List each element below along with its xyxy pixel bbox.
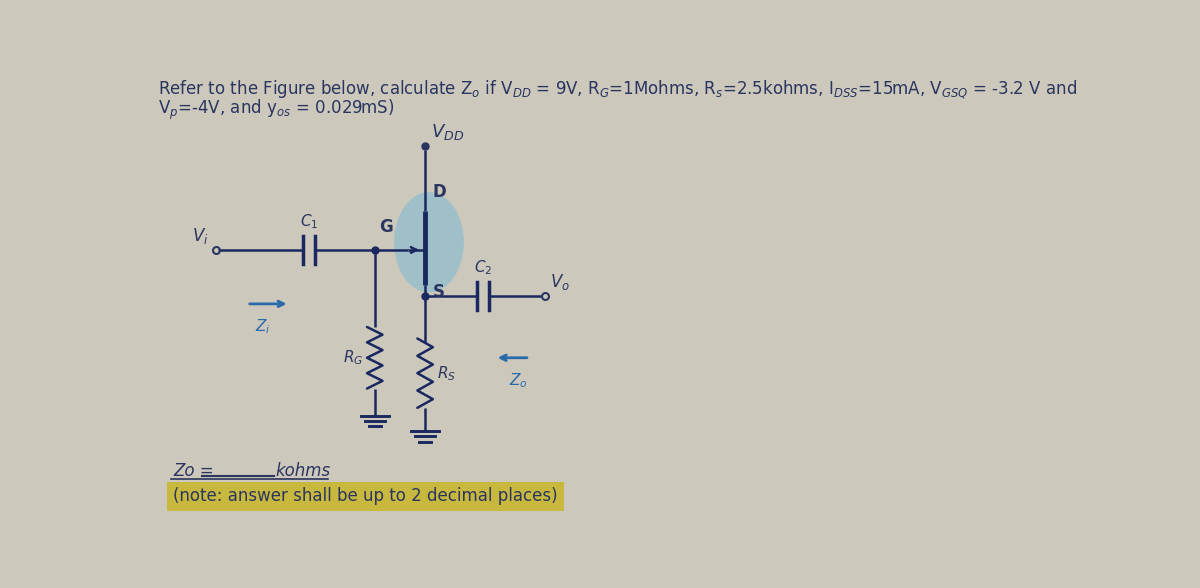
Text: S: S: [433, 283, 445, 301]
Text: G: G: [379, 218, 392, 236]
Text: $C_2$: $C_2$: [474, 258, 492, 277]
Text: D: D: [433, 183, 446, 201]
Text: $Z_o$: $Z_o$: [509, 372, 528, 390]
Text: kohms: kohms: [276, 462, 331, 480]
Text: $V_{DD}$: $V_{DD}$: [431, 122, 464, 142]
Text: $Z_i$: $Z_i$: [254, 318, 270, 336]
Text: $R_S$: $R_S$: [437, 364, 456, 383]
Ellipse shape: [394, 192, 464, 292]
Text: Refer to the Figure below, calculate Z$_o$ if V$_{DD}$ = 9V, R$_G$=1Mohms, R$_s$: Refer to the Figure below, calculate Z$_…: [157, 78, 1076, 101]
Text: $V_o$: $V_o$: [550, 272, 570, 292]
Text: (note: answer shall be up to 2 decimal places): (note: answer shall be up to 2 decimal p…: [173, 487, 558, 505]
Text: $C_1$: $C_1$: [300, 212, 318, 230]
Text: V$_p$=-4V, and y$_{os}$ = 0.029mS): V$_p$=-4V, and y$_{os}$ = 0.029mS): [157, 98, 394, 122]
Text: $V_i$: $V_i$: [192, 226, 208, 246]
Text: $R_G$: $R_G$: [343, 349, 364, 367]
Text: Zo =: Zo =: [173, 462, 220, 480]
